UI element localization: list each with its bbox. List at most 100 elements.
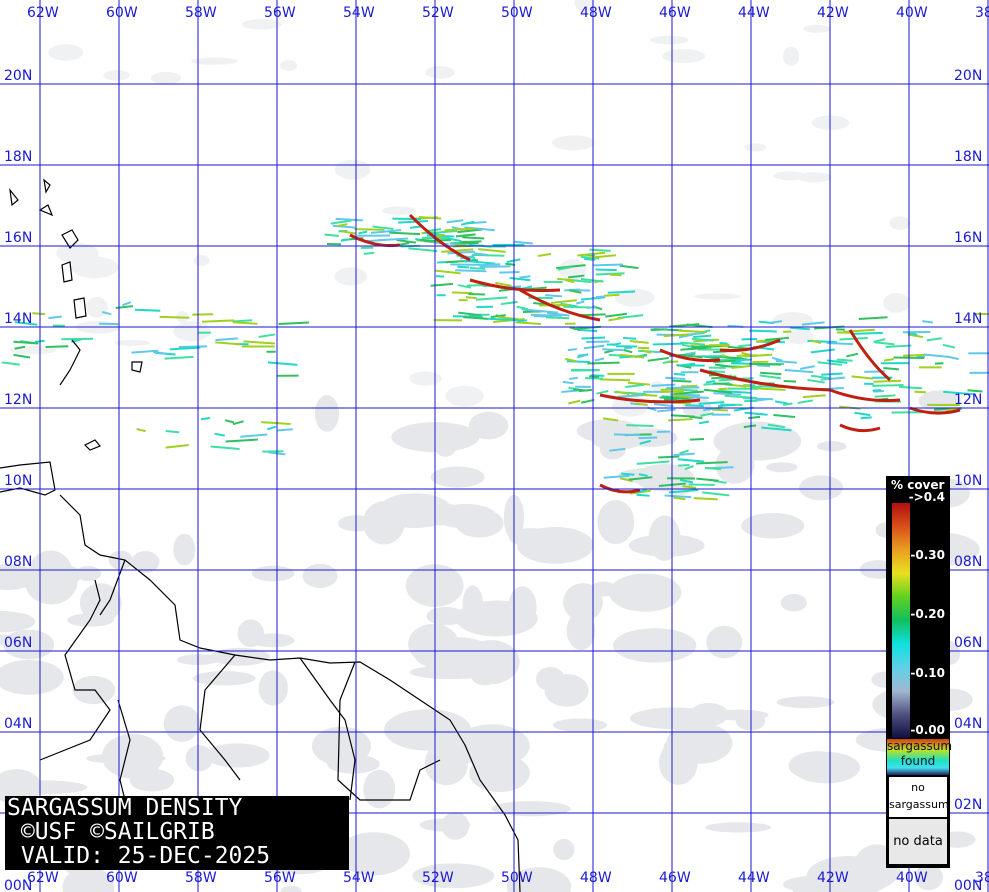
sargassum-streak xyxy=(767,423,785,429)
longitude-label-top: 48W xyxy=(580,5,612,21)
islands xyxy=(9,178,143,451)
no-data-patch xyxy=(741,512,805,539)
no-data-patch xyxy=(381,206,417,215)
sargassum-streak xyxy=(626,424,654,428)
legend-tick: -0.20 xyxy=(910,607,945,621)
sargassum-streak xyxy=(202,319,235,323)
no-data-patch xyxy=(108,550,133,570)
sargassum-streak xyxy=(136,428,146,433)
sargassum-streak xyxy=(685,404,704,408)
no-data-patch xyxy=(280,60,298,71)
sargassum-streak xyxy=(713,382,733,386)
sargassum-streak xyxy=(214,432,225,437)
sargassum-streak xyxy=(967,389,983,393)
no-data-patch xyxy=(241,19,282,30)
sargassum-streak xyxy=(693,497,718,501)
sargassum-streak xyxy=(464,226,495,232)
sargassum-streak xyxy=(852,331,883,335)
sargassum-streak xyxy=(335,217,363,222)
sargassum-streak xyxy=(907,333,924,339)
no-data-patch xyxy=(190,57,238,65)
no-data-patch xyxy=(516,526,594,564)
sargassum-streak xyxy=(663,397,689,401)
latitude-label-left: 10N xyxy=(4,473,33,489)
sargassum-streak xyxy=(668,360,679,364)
no-data-patch xyxy=(766,462,798,473)
no-data-patch xyxy=(612,628,697,663)
longitude-label-top: 62W xyxy=(27,5,59,21)
sargassum-streak xyxy=(165,444,189,449)
sargassum-streak xyxy=(749,329,777,333)
sargassum-streak xyxy=(719,342,728,345)
sargassum-streak xyxy=(475,296,508,301)
no-data-patch xyxy=(468,411,509,440)
sargassum-streak xyxy=(689,438,704,441)
sargassum-streak xyxy=(801,321,825,326)
sargassum-streak xyxy=(457,284,472,289)
sargassum-streak xyxy=(608,316,624,322)
no-data-patch xyxy=(75,565,102,582)
sargassum-streak xyxy=(782,402,793,406)
sargassum-streak xyxy=(628,476,653,481)
no-data-patch xyxy=(440,609,488,625)
no-data-patch xyxy=(889,216,911,230)
sargassum-streak xyxy=(462,236,485,240)
no-data-patch xyxy=(469,754,530,793)
sargassum-streak xyxy=(398,219,429,224)
latitude-label-right: 20N xyxy=(954,68,983,84)
sargassum-streak xyxy=(737,343,751,348)
sargassum-streak xyxy=(684,465,694,470)
sargassum-streak xyxy=(678,333,694,339)
sargassum-streak xyxy=(820,376,846,381)
latitude-label-right: 14N xyxy=(954,311,983,327)
sargassum-streak xyxy=(673,452,695,457)
sargassum-streak xyxy=(232,321,258,325)
sargassum-streak xyxy=(750,385,762,389)
sargassum-streak xyxy=(759,374,782,380)
sargassum-streak xyxy=(636,460,670,465)
longitude-label-bottom: 38 xyxy=(975,870,989,886)
sargassum-streak xyxy=(696,477,719,482)
longitude-label-bottom: 46W xyxy=(659,870,691,886)
sargassum-streak xyxy=(636,493,650,497)
sargassum-streak xyxy=(465,296,477,300)
sargassum-high-density xyxy=(829,388,901,403)
sargassum-streak xyxy=(774,400,788,405)
no-data-patch xyxy=(362,501,405,545)
sargassum-streak xyxy=(943,390,976,396)
no-data-patch xyxy=(173,533,196,566)
sargassum-streak xyxy=(810,348,835,354)
sargassum-streak xyxy=(673,390,704,395)
sargassum-streak xyxy=(586,306,596,309)
no-data-patch xyxy=(163,705,201,742)
sargassum-streak xyxy=(821,372,843,376)
sargassum-streak xyxy=(744,411,768,416)
sargassum-streak xyxy=(724,394,757,399)
no-data-patch xyxy=(441,811,470,840)
sargassum-streak xyxy=(215,337,238,342)
sargassum-streak xyxy=(537,252,552,257)
sargassum-streak xyxy=(653,403,674,408)
no-data-patch xyxy=(666,722,733,764)
no-data-patch xyxy=(210,647,270,666)
sargassum-streak xyxy=(471,253,505,257)
sargassum-streak xyxy=(926,337,942,342)
sargassum-streak xyxy=(446,219,464,224)
sargassum-streak xyxy=(578,388,593,393)
sargassum-streak xyxy=(756,364,771,368)
sargassum-streak xyxy=(580,398,595,404)
sargassum-streak xyxy=(458,311,481,317)
no-data-patch xyxy=(663,738,685,758)
sargassum-streak xyxy=(159,315,190,319)
sargassum-high-density xyxy=(599,393,701,404)
longitude-label-bottom: 60W xyxy=(106,870,138,886)
sargassum-streak xyxy=(619,353,645,359)
no-data-patch xyxy=(62,866,115,892)
sargassum-streak xyxy=(450,263,480,266)
longitude-label-top: 46W xyxy=(659,5,691,21)
sargassum-streak xyxy=(612,342,622,347)
longitude-label-top: 40W xyxy=(896,5,928,21)
sargassum-streak xyxy=(620,477,633,482)
